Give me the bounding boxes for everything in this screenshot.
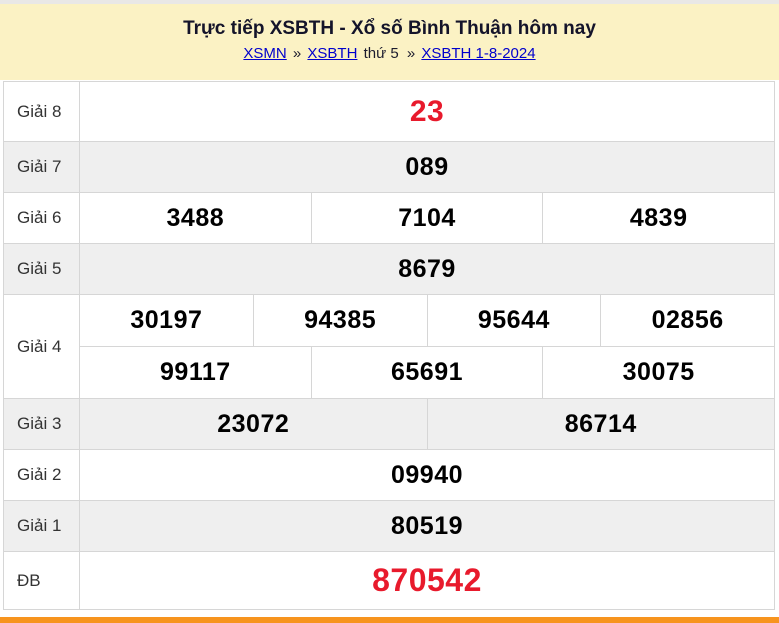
prize-number: 23072 — [217, 409, 290, 438]
prize-number: 80519 — [390, 511, 464, 540]
prize-number: 95644 — [426, 295, 601, 346]
prize-number: 30197 — [130, 306, 203, 334]
page-header: Trực tiếp XSBTH - Xổ số Bình Thuận hôm n… — [0, 4, 779, 80]
table-row-giai1: Giải 1 80519 — [4, 500, 774, 551]
prize-number: 23 — [409, 94, 445, 128]
prize-number-jackpot: 870542 — [372, 562, 482, 598]
prize-number: 3488 — [166, 203, 225, 232]
breadcrumb-link-date[interactable]: XSBTH 1-8-2024 — [421, 45, 536, 62]
breadcrumb-link-xsbth[interactable]: XSBTH — [307, 45, 358, 62]
table-row-db-jackpot: ĐB 870542 — [4, 551, 774, 609]
prize-label: Giải 6 — [4, 193, 80, 243]
breadcrumb-link-xsmn[interactable]: XSMN — [243, 45, 287, 62]
bottom-orange-bar — [0, 617, 779, 623]
table-row-giai7: Giải 7 089 — [4, 141, 774, 192]
prize-number: 02856 — [600, 295, 774, 346]
table-row-giai2: Giải 2 09940 — [4, 449, 774, 500]
prize-number: 7104 — [310, 193, 543, 243]
breadcrumb-separator: » — [292, 45, 302, 62]
prize-label: ĐB — [4, 552, 80, 609]
page-title: Trực tiếp XSBTH - Xổ số Bình Thuận hôm n… — [183, 18, 596, 39]
table-row-giai5: Giải 5 8679 — [4, 243, 774, 294]
prize-number: 089 — [405, 152, 449, 181]
prize-number: 30075 — [542, 347, 774, 398]
table-row-giai6: Giải 6 3488 7104 4839 — [4, 192, 774, 243]
top-divider-strip — [0, 0, 779, 4]
breadcrumb-weekday-text: thứ 5 — [363, 45, 399, 62]
prize-number: 86714 — [426, 399, 775, 449]
table-row-giai8: Giải 8 23 — [4, 82, 774, 141]
prize-label: Giải 3 — [4, 399, 80, 449]
lottery-results-table: Giải 8 23 Giải 7 089 Giải 6 3488 7104 48… — [3, 81, 775, 610]
prize-number: 09940 — [390, 460, 464, 489]
prize-label: Giải 1 — [4, 501, 80, 551]
prize-label: Giải 7 — [4, 142, 80, 192]
prize-label: Giải 8 — [4, 82, 80, 141]
prize-label: Giải 4 — [4, 295, 80, 398]
prize-number: 99117 — [160, 358, 231, 386]
breadcrumb-separator: » — [406, 45, 416, 62]
prize-number: 65691 — [310, 347, 543, 398]
table-row-giai4: Giải 4 30197 94385 95644 02856 99117 656… — [4, 294, 774, 398]
prize-number: 8679 — [398, 254, 456, 283]
prize-number: 4839 — [542, 193, 774, 243]
breadcrumb: XSMN » XSBTH thứ 5 » XSBTH 1-8-2024 — [0, 44, 779, 64]
table-row-giai3: Giải 3 23072 86714 — [4, 398, 774, 449]
prize-label: Giải 5 — [4, 244, 80, 294]
prize-number: 94385 — [252, 295, 427, 346]
prize-label: Giải 2 — [4, 450, 80, 500]
